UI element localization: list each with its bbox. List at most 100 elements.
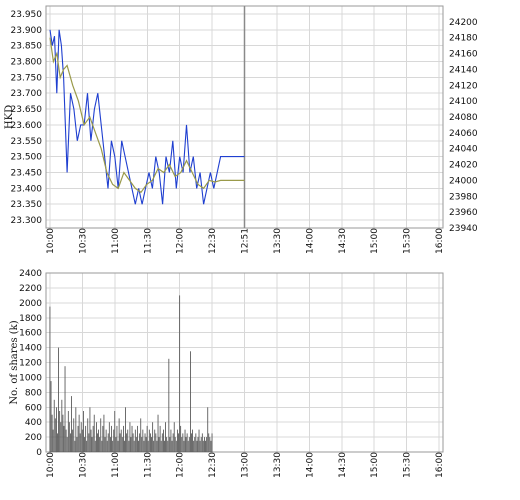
volume-bar — [168, 358, 170, 452]
volume-bar — [150, 433, 151, 452]
volume-bar — [178, 433, 179, 452]
price-y-tick: 23.600 — [11, 121, 43, 131]
volume-bar — [91, 437, 93, 452]
volume-x-tick: 12:00 — [176, 452, 186, 478]
price-y-tick: 23.850 — [11, 42, 43, 52]
volume-bar — [181, 437, 183, 452]
volume-bar — [87, 418, 89, 452]
index-line — [49, 37, 245, 194]
volume-chart-grid — [46, 272, 443, 453]
volume-bar — [51, 414, 53, 452]
price-y-axis: 23.950 23.900 23.850 23.800 23.750 23.700 23.6… — [11, 10, 43, 226]
price-y-tick: 23.400 — [11, 184, 43, 194]
volume-bar — [130, 437, 132, 452]
index-y-tick: 23960 — [449, 208, 478, 218]
volume-bar — [208, 433, 210, 452]
volume-bar — [166, 437, 168, 452]
price-line — [49, 29, 245, 205]
volume-bars — [49, 295, 213, 453]
volume-bar — [152, 422, 154, 452]
volume-bar — [145, 437, 147, 452]
volume-bar — [63, 425, 65, 452]
volume-bar — [173, 422, 175, 452]
volume-bar — [165, 422, 166, 452]
volume-bar — [50, 381, 52, 452]
volume-bar — [140, 418, 142, 452]
index-y-tick: 24160 — [449, 50, 478, 60]
index-y-tick: 23980 — [449, 192, 478, 202]
volume-bar — [160, 440, 162, 452]
volume-y-axis: 2400220020001800160014001200100080060040… — [19, 269, 42, 458]
volume-bar — [147, 440, 149, 452]
volume-bar — [93, 414, 95, 452]
volume-bar — [75, 407, 77, 453]
price-x-tick: 14:00 — [305, 228, 315, 254]
volume-bar — [193, 440, 195, 452]
volume-bar — [141, 437, 143, 452]
volume-bar — [172, 433, 174, 452]
price-x-tick: 16:00 — [435, 228, 445, 254]
volume-y-tick: 400 — [25, 418, 42, 428]
volume-bar — [76, 437, 78, 452]
volume-bar — [201, 433, 203, 452]
price-x-tick: 11:30 — [143, 228, 153, 254]
price-x-tick: 10:00 — [46, 228, 56, 254]
volume-bar — [175, 440, 177, 452]
price-y-tick: 23.950 — [11, 10, 43, 20]
volume-bar — [121, 437, 123, 452]
index-y-axis: 24200 24180 24160 24140 24120 24100 24080 24060… — [449, 18, 478, 234]
volume-x-tick: 16:00 — [435, 452, 445, 478]
volume-bar — [99, 437, 101, 452]
volume-bar — [159, 425, 161, 452]
index-y-tick: 24140 — [449, 65, 478, 75]
volume-bar — [137, 425, 138, 452]
index-y-tick: 24120 — [449, 81, 478, 91]
volume-bar — [164, 440, 165, 452]
price-x-axis: 10:00 10:30 11:00 11:30 12:00 12:30 12:51 13:30… — [46, 228, 445, 254]
volume-bar — [190, 351, 191, 452]
volume-bar — [65, 429, 67, 452]
volume-bar — [58, 347, 59, 452]
volume-bar — [129, 422, 131, 452]
volume-bar — [90, 429, 92, 452]
price-y-tick: 23.550 — [11, 137, 43, 147]
volume-x-tick: 13:30 — [273, 452, 283, 478]
price-x-tick: 11:00 — [111, 228, 121, 254]
volume-bar — [70, 433, 71, 452]
volume-bar — [78, 414, 80, 452]
volume-y-tick: 600 — [25, 403, 42, 413]
volume-bar — [157, 414, 159, 452]
volume-bar — [66, 437, 68, 452]
volume-bar — [131, 425, 133, 452]
volume-bar — [110, 437, 111, 452]
volume-bar — [80, 422, 82, 452]
volume-x-tick: 15:00 — [370, 452, 380, 478]
price-x-tick: 12:30 — [208, 228, 218, 254]
volume-bar — [209, 437, 211, 452]
index-y-tick: 24000 — [449, 176, 478, 186]
volume-bar — [103, 414, 105, 452]
volume-x-tick: 14:30 — [338, 452, 348, 478]
volume-bar — [88, 433, 90, 452]
index-y-tick: 24020 — [449, 161, 478, 171]
price-y-tick: 23.700 — [11, 89, 43, 99]
price-x-tick: 12:00 — [176, 228, 186, 254]
volume-bar — [68, 422, 70, 452]
volume-bar — [207, 407, 209, 453]
volume-y-tick: 2000 — [19, 299, 42, 309]
volume-bar — [192, 429, 193, 452]
volume-bar — [81, 429, 83, 452]
volume-bar — [112, 440, 114, 452]
volume-bar — [133, 440, 135, 452]
volume-bar — [151, 437, 152, 452]
volume-bar — [111, 425, 112, 452]
volume-bar — [101, 440, 103, 452]
volume-bar — [167, 440, 169, 452]
volume-bar — [92, 425, 94, 452]
price-y-tick: 23.750 — [11, 73, 43, 83]
volume-bar — [54, 418, 56, 452]
volume-bar — [89, 407, 91, 453]
volume-bar — [120, 429, 122, 452]
volume-bar — [161, 433, 163, 452]
volume-bar — [73, 418, 75, 452]
